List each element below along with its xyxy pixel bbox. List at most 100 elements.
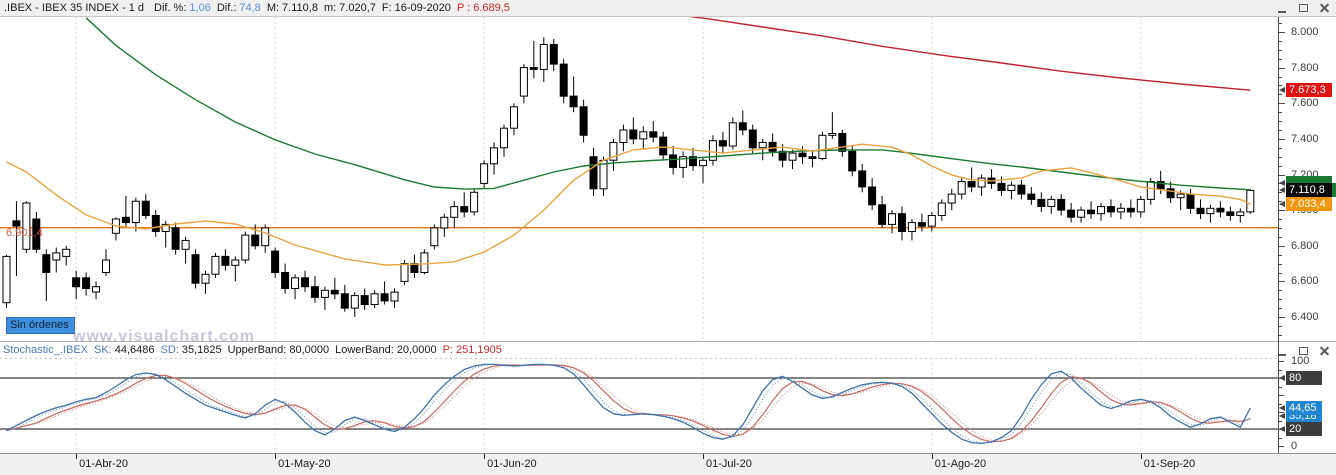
y-axis-tick <box>1279 317 1285 318</box>
y-axis-tick <box>1279 67 1285 69</box>
dif-field: Dif.: 74,8 <box>216 2 261 14</box>
y-axis-tick <box>1279 254 1282 256</box>
y-axis-tick <box>1279 446 1284 447</box>
x-axis-tick <box>931 454 933 459</box>
x-axis-label: 01-Jul-20 <box>706 458 752 470</box>
y-axis-tick <box>1279 236 1282 238</box>
axis-badge-slow-ma-value: 7.673,3 <box>1286 83 1332 98</box>
y-axis-label: 7.400 <box>1291 132 1319 145</box>
axis-arrow-icon <box>1279 405 1285 411</box>
y-axis-tick <box>1279 412 1284 413</box>
y-axis-tick <box>1279 138 1285 140</box>
y-axis-tick <box>1279 437 1282 439</box>
axis-arrow-icon <box>1279 426 1285 432</box>
chart-titlebar[interactable]: .IBEX - IBEX 35 INDEX - 1 d Dif. %: 1,06 … <box>0 0 1336 17</box>
stochastic-plot[interactable] <box>0 358 1278 452</box>
y-axis-tick <box>1279 290 1282 292</box>
y-axis-tick <box>1279 49 1282 51</box>
y-axis-tick <box>1279 395 1284 396</box>
axis-arrow-icon <box>1279 375 1285 381</box>
y-axis-tick <box>1279 32 1285 33</box>
y-axis-tick <box>1279 420 1282 422</box>
x-axis-label: 01-Abr-20 <box>79 458 129 470</box>
x-axis-label: 01-Sep-20 <box>1143 458 1196 470</box>
y-axis-tick <box>1279 403 1282 405</box>
sd-field: SD: 35,1825 <box>160 344 222 356</box>
y-axis-tick <box>1279 281 1285 283</box>
x-axis-label: 01-May-20 <box>278 458 331 470</box>
y-axis-tick <box>1279 219 1282 220</box>
price-level-label: 6.901,4 <box>6 227 43 239</box>
x-axis-tick <box>703 454 704 459</box>
close-icon[interactable] <box>1317 2 1332 14</box>
axis-badge-last-price: 7.110,8 <box>1286 183 1336 198</box>
stochastic-legend: Stochastic_.IBEX SK: 44,6486 SD: 35,1825 U… <box>0 342 1278 358</box>
y-axis-tick <box>1279 308 1282 310</box>
y-axis-tick <box>1279 263 1282 265</box>
x-axis-label: 01-Jun-20 <box>487 458 537 470</box>
main-window-controls <box>1275 2 1332 14</box>
y-axis-tick <box>1279 23 1282 25</box>
price-chart-plot[interactable]: 6.901,4 Sin órdenes www.visualchart.com <box>0 17 1278 345</box>
y-axis-tick <box>1279 85 1282 87</box>
y-axis-tick <box>1279 245 1285 247</box>
y-axis-tick <box>1279 130 1282 131</box>
lowerband-field: LowerBand: 20,0000 <box>335 344 437 356</box>
minimize-icon[interactable] <box>1275 345 1290 357</box>
x-axis-tick <box>1140 454 1142 459</box>
y-axis-tick <box>1279 272 1282 274</box>
y-axis-label: 100 <box>1291 355 1310 367</box>
p-field: P: 251,1905 <box>442 344 502 356</box>
x-axis-tick <box>76 454 78 459</box>
stochastic-name: Stochastic_.IBEX <box>3 344 88 356</box>
prev-close-field: P :6.689,5 <box>456 2 510 14</box>
axis-badge-lower-band-value: 20 <box>1286 422 1322 436</box>
y-axis-label: 7.800 <box>1291 61 1319 74</box>
min-field: m: 7.020,7 <box>323 2 376 14</box>
x-axis-tick <box>275 454 277 459</box>
panel-divider <box>0 341 1336 342</box>
axis-arrow-icon <box>1279 413 1285 420</box>
axis-badge-upper-band-value: 80 <box>1286 371 1322 385</box>
symbol-title: .IBEX - IBEX 35 INDEX - 1 d <box>4 2 144 14</box>
y-axis-tick <box>1279 227 1282 229</box>
y-axis-tick <box>1279 94 1282 96</box>
max-field: M: 7.110,8 <box>266 2 318 14</box>
restore-icon[interactable] <box>1296 2 1311 14</box>
y-axis-tick <box>1279 76 1282 78</box>
y-axis-label: 6.600 <box>1291 275 1319 288</box>
y-axis-tick <box>1279 156 1282 158</box>
upperband-field: UpperBand: 80,0000 <box>227 344 330 356</box>
x-axis-tick <box>484 454 486 459</box>
watermark: www.visualchart.com <box>73 328 256 345</box>
y-axis-tick <box>1279 112 1282 114</box>
y-axis-tick <box>1279 386 1282 388</box>
price-axis[interactable]: 8.0007.8007.6007.4007.2007.0006.8006.600… <box>1279 17 1336 341</box>
up-accent <box>1332 183 1336 198</box>
dif-pct-field: Dif. %: 1,06 <box>154 2 211 14</box>
sk-field: SK: 44,6486 <box>94 344 155 356</box>
y-axis-tick <box>1279 361 1284 362</box>
time-axis[interactable]: 01-Abr-20 01-May-20 01-Jun-20 01-Jul-20 01-A… <box>0 453 1336 475</box>
x-axis-label: 01-Ago-20 <box>934 458 987 470</box>
stochastic-window-controls <box>1275 345 1332 357</box>
axis-border <box>1278 17 1279 453</box>
axis-arrow-icon <box>1279 87 1285 94</box>
no-orders-badge: Sin órdenes <box>6 317 75 334</box>
y-axis-label: 6.400 <box>1291 311 1319 323</box>
y-axis-tick <box>1279 299 1282 301</box>
minimize-icon[interactable] <box>1275 2 1290 14</box>
y-axis-tick <box>1279 325 1282 327</box>
axis-arrow-icon <box>1279 180 1285 187</box>
y-axis-tick <box>1279 121 1282 123</box>
restore-icon[interactable] <box>1296 345 1311 357</box>
close-icon[interactable] <box>1317 345 1332 357</box>
y-axis-label: 8.000 <box>1291 26 1319 38</box>
y-axis-tick <box>1279 40 1282 42</box>
y-axis-tick <box>1279 165 1282 167</box>
axis-badge-fast-ma-value: 7.033,4 <box>1286 197 1332 212</box>
y-axis-tick <box>1279 369 1282 371</box>
y-axis-label: 0 <box>1291 440 1298 452</box>
